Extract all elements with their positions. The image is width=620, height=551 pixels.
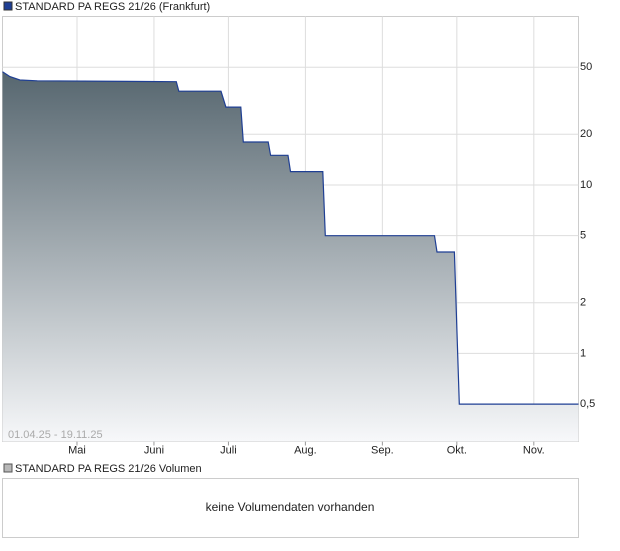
- y-tick-label: 5: [580, 230, 586, 242]
- y-tick-label: 1: [580, 347, 586, 359]
- legend-label: STANDARD PA REGS 21/26 Volumen: [15, 463, 202, 475]
- x-tick-label: Sep.: [371, 444, 394, 456]
- area: [2, 71, 579, 442]
- x-tick-label: Juni: [144, 444, 164, 456]
- y-tick-label: 10: [580, 179, 592, 191]
- volume-frame: [2, 478, 579, 538]
- y-tick-label: 50: [580, 61, 592, 73]
- legend-swatch: [3, 1, 13, 11]
- price-line: [2, 71, 579, 405]
- legend-swatch: [3, 463, 13, 473]
- no-data-message: keine Volumendaten vorhanden: [206, 500, 375, 514]
- date-range: 01.04.25 - 19.11.25: [8, 429, 103, 441]
- legend-label: STANDARD PA REGS 21/26 (Frankfurt): [15, 1, 210, 13]
- y-tick-label: 2: [580, 297, 586, 309]
- y-tick-label: 0,5: [580, 398, 595, 410]
- y-tick-label: 20: [580, 128, 592, 140]
- x-tick-label: Nov.: [523, 444, 545, 456]
- x-tick-label: Juli: [220, 444, 237, 456]
- x-tick-label: Mai: [68, 444, 86, 456]
- x-tick-label: Okt.: [447, 444, 467, 456]
- x-tick-label: Aug.: [294, 444, 317, 456]
